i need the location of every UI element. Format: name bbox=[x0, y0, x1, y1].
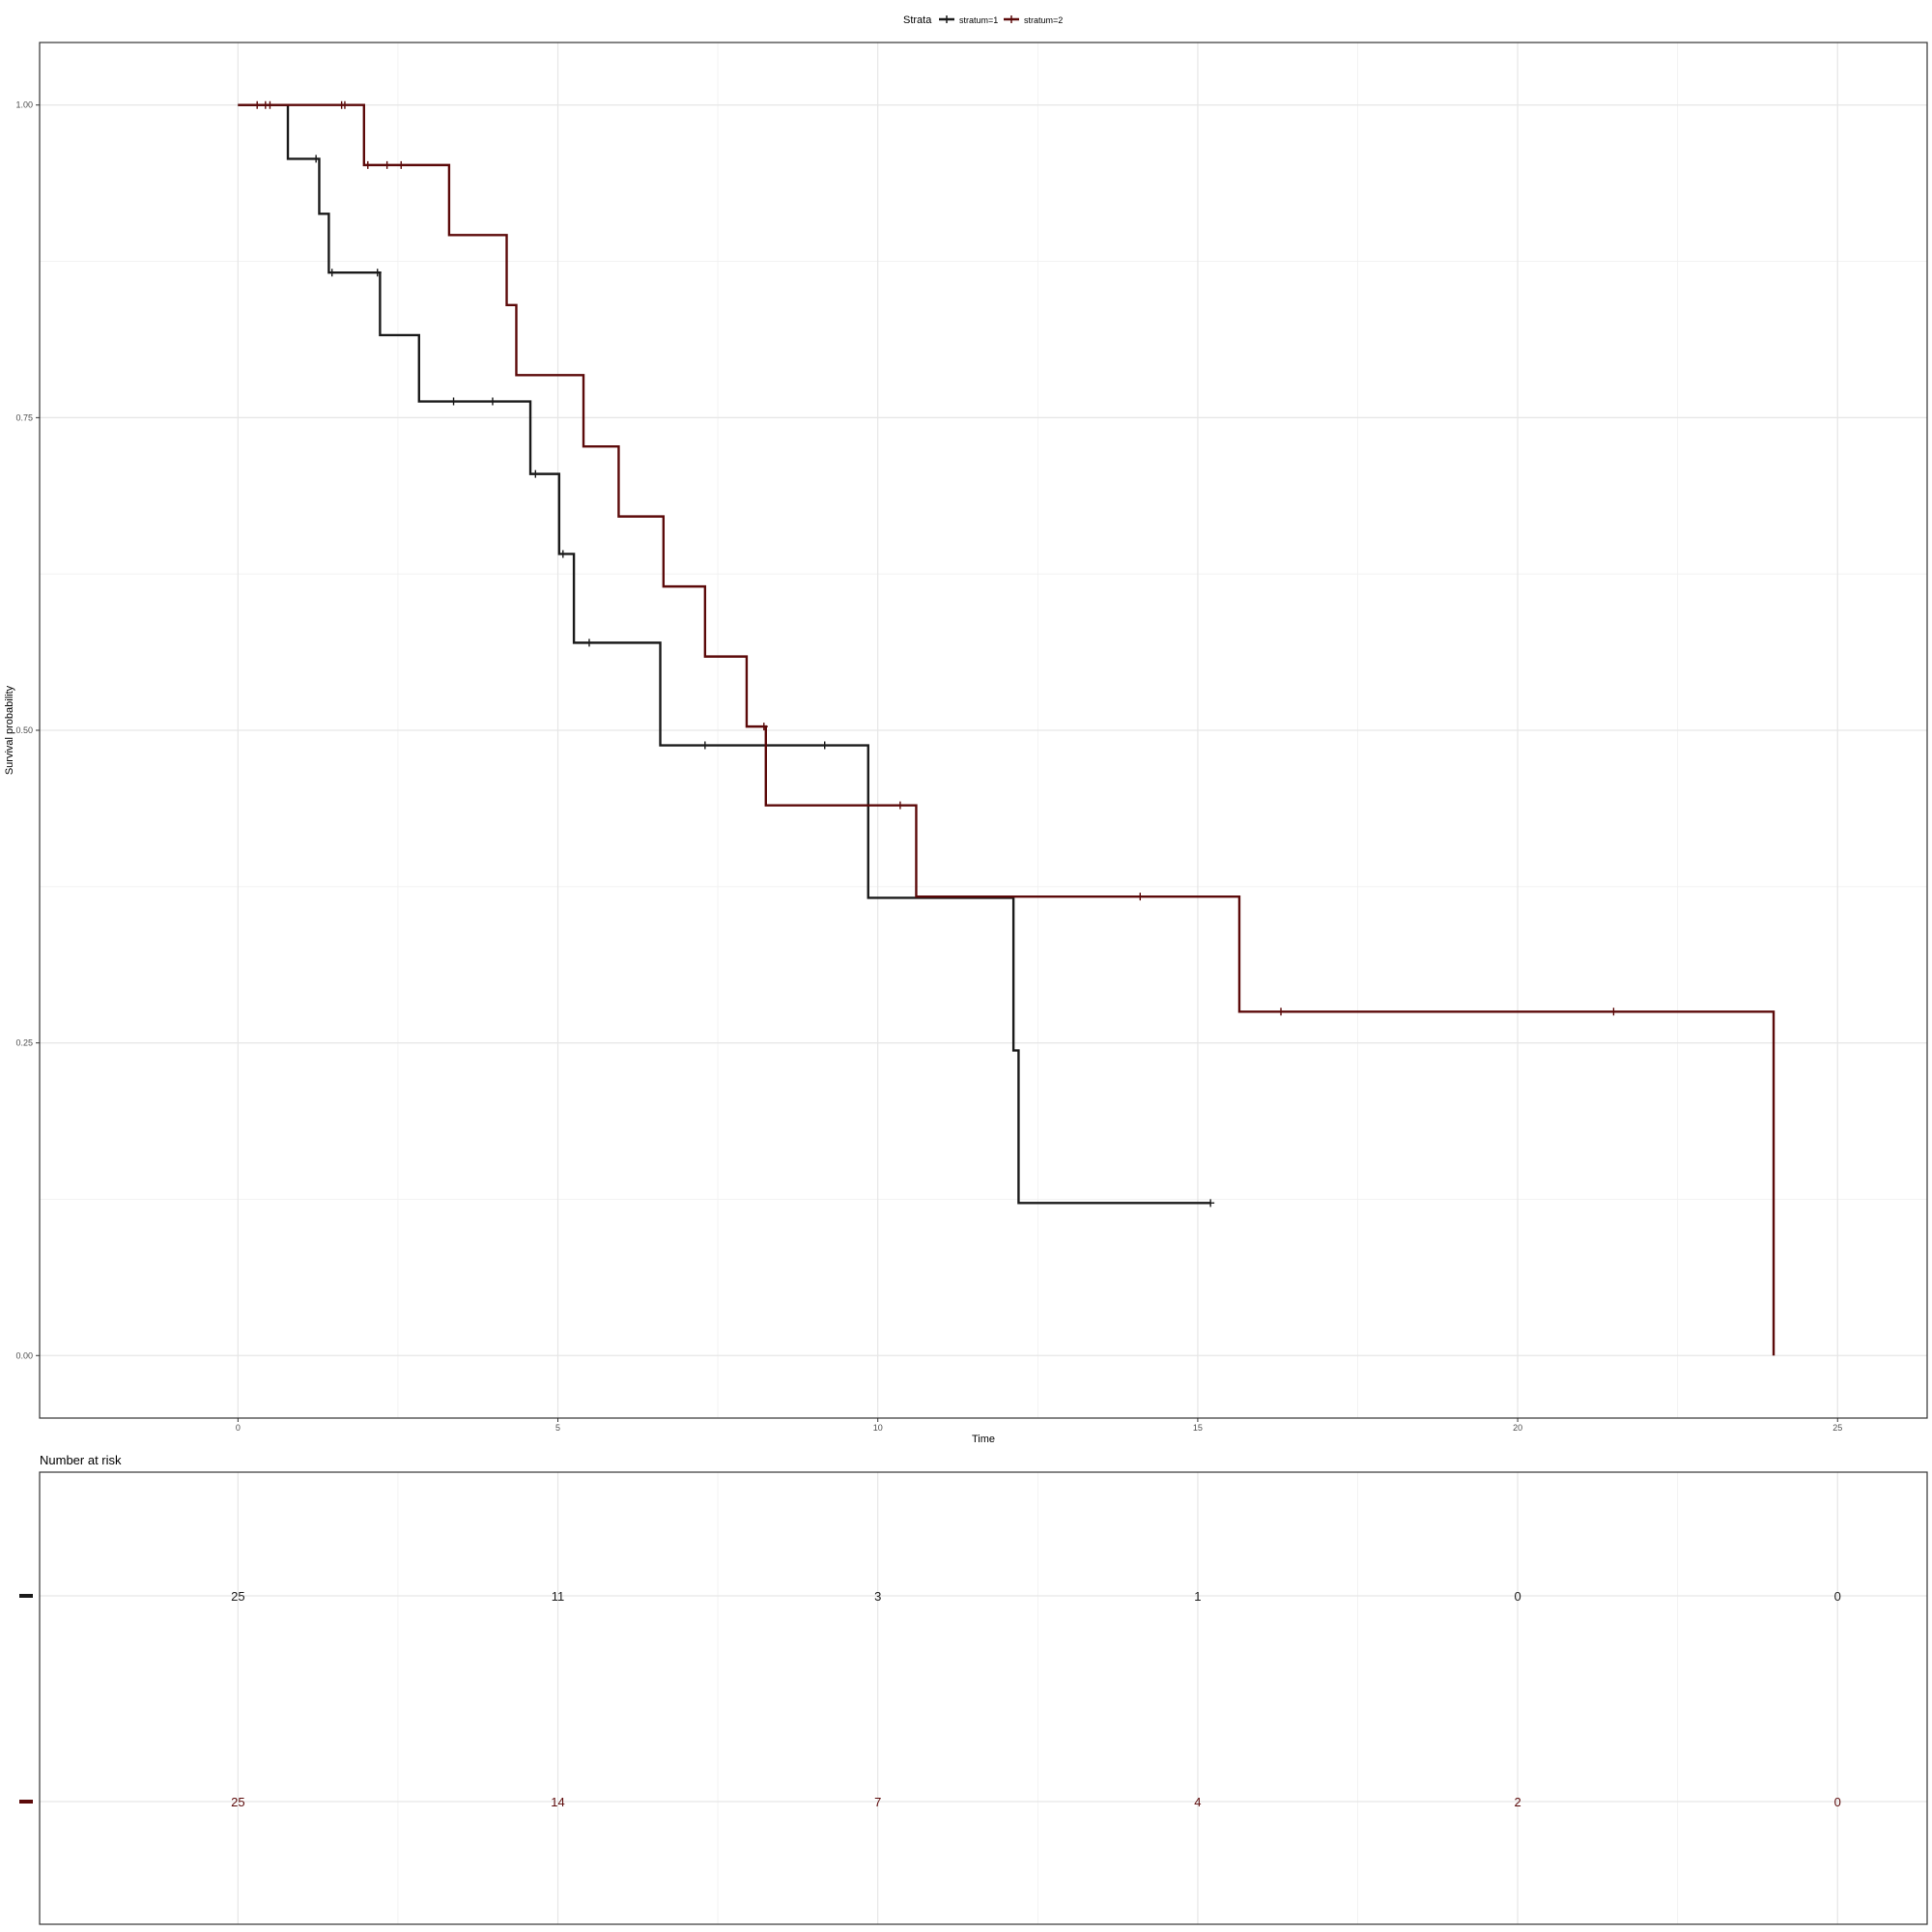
risk-table-border bbox=[39, 1471, 1928, 1925]
y-axis-ticks: 0.00 0.25 0.50 0.75 1.00 bbox=[15, 100, 40, 1360]
survival-plot-panel: 0.00 0.25 0.50 0.75 1.00 0 5 10 15 20 25 Time Sur… bbox=[4, 42, 1928, 1445]
y-tick-label: 0.50 bbox=[15, 725, 33, 735]
censor-mark-stratum-2 bbox=[340, 100, 349, 109]
y-tick-label: 0.75 bbox=[15, 412, 33, 422]
x-tick-label: 10 bbox=[873, 1423, 883, 1433]
censor-mark-stratum-2 bbox=[1609, 1008, 1618, 1016]
risk-cell: 2 bbox=[1514, 1795, 1520, 1809]
censor-mark-stratum-1 bbox=[558, 550, 567, 558]
legend-key-stratum-2: stratum=2 bbox=[1004, 15, 1063, 25]
legend: Strata stratum=1 stratum=2 bbox=[903, 14, 1063, 26]
censor-mark-stratum-2 bbox=[895, 801, 904, 810]
risk-cell: 25 bbox=[231, 1795, 244, 1809]
risk-cell: 7 bbox=[874, 1795, 881, 1809]
y-tick-label: 1.00 bbox=[15, 100, 33, 110]
y-tick-label: 0.00 bbox=[15, 1350, 33, 1360]
legend-label-stratum-2: stratum=2 bbox=[1024, 15, 1063, 25]
censor-marks bbox=[253, 100, 1618, 1208]
censor-mark-stratum-2 bbox=[759, 723, 768, 731]
censor-mark-stratum-1 bbox=[449, 397, 458, 406]
legend-label-stratum-1: stratum=1 bbox=[959, 15, 998, 25]
censor-mark-stratum-2 bbox=[363, 160, 372, 169]
risk-cell: 0 bbox=[1834, 1589, 1841, 1604]
survival-curves bbox=[238, 103, 1776, 1356]
censor-mark-stratum-2 bbox=[383, 160, 391, 169]
x-tick-label: 0 bbox=[236, 1423, 241, 1433]
risk-table-grid bbox=[40, 1472, 1927, 1924]
censor-mark-stratum-1 bbox=[1207, 1199, 1215, 1208]
risk-row-key-stratum=2 bbox=[19, 1800, 33, 1804]
y-tick-label: 0.25 bbox=[15, 1038, 33, 1048]
risk-cell: 25 bbox=[231, 1589, 244, 1604]
risk-row-key-stratum=1 bbox=[19, 1594, 33, 1598]
x-axis-ticks: 0 5 10 15 20 25 bbox=[236, 1418, 1842, 1433]
legend-title: Strata bbox=[903, 14, 932, 26]
risk-table-cells: 25 11 3 1 0 0 25 14 7 4 2 0 bbox=[19, 1589, 1841, 1809]
risk-cell: 0 bbox=[1834, 1795, 1841, 1809]
censor-mark-stratum-2 bbox=[253, 100, 262, 109]
survival-curve-stratum-2 bbox=[238, 103, 1776, 1356]
x-tick-label: 25 bbox=[1833, 1423, 1842, 1433]
censor-mark-stratum-1 bbox=[327, 269, 336, 277]
x-tick-label: 15 bbox=[1193, 1423, 1203, 1433]
legend-key-stratum-1: stratum=1 bbox=[939, 15, 998, 25]
censor-mark-stratum-1 bbox=[373, 269, 382, 277]
risk-cell: 11 bbox=[552, 1589, 565, 1604]
censor-mark-stratum-1 bbox=[700, 741, 709, 750]
x-tick-label: 20 bbox=[1513, 1423, 1522, 1433]
censor-mark-stratum-1 bbox=[531, 469, 540, 478]
risk-cell: 4 bbox=[1194, 1795, 1201, 1809]
censor-mark-stratum-1 bbox=[820, 741, 829, 750]
risk-cell: 3 bbox=[874, 1589, 881, 1604]
y-axis-title: Survival probability bbox=[4, 685, 15, 775]
censor-mark-stratum-1 bbox=[488, 397, 497, 406]
survival-plot-grid bbox=[40, 43, 1927, 1418]
censor-mark-stratum-2 bbox=[1136, 893, 1145, 901]
risk-cell: 1 bbox=[1194, 1589, 1201, 1604]
censor-mark-stratum-1 bbox=[312, 155, 321, 163]
x-axis-title: Time bbox=[972, 1434, 995, 1445]
censor-mark-stratum-2 bbox=[266, 100, 274, 109]
censor-mark-stratum-1 bbox=[584, 639, 593, 647]
risk-cell: 0 bbox=[1514, 1589, 1520, 1604]
censor-mark-stratum-2 bbox=[397, 160, 406, 169]
survival-curve-stratum-1 bbox=[238, 103, 1211, 1205]
risk-table-title: Number at risk bbox=[40, 1453, 122, 1467]
x-tick-label: 5 bbox=[555, 1423, 560, 1433]
risk-cell: 14 bbox=[551, 1795, 564, 1809]
censor-mark-stratum-2 bbox=[1277, 1008, 1285, 1016]
risk-table-panel: Number at risk 25 11 3 1 0 0 25 14 7 4 2 0 bbox=[19, 1453, 1928, 1925]
